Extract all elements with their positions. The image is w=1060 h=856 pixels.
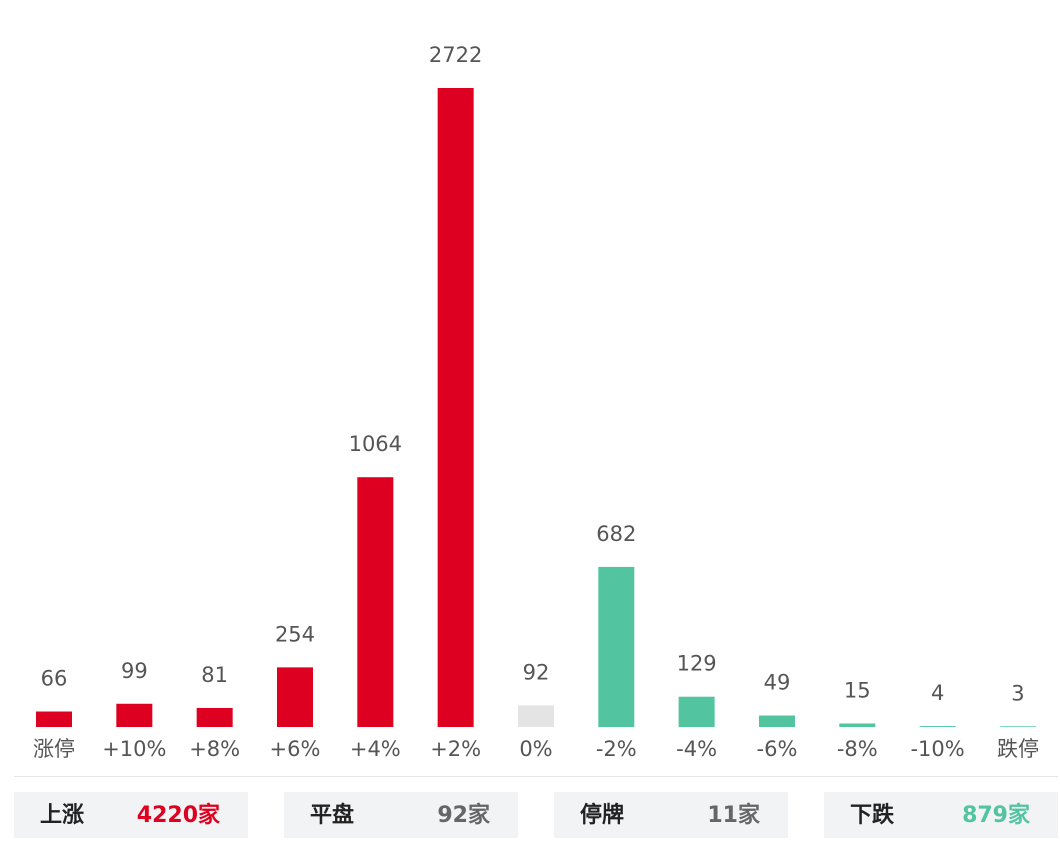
- data-label: 3: [1011, 681, 1024, 705]
- data-label: 4: [931, 681, 944, 705]
- data-label: 1064: [349, 432, 402, 456]
- bar: [839, 723, 876, 727]
- data-label: 254: [275, 622, 315, 646]
- data-label: 66: [41, 667, 68, 691]
- bar: [276, 667, 313, 727]
- data-label: 99: [121, 659, 148, 683]
- data-label: 15: [844, 678, 871, 702]
- data-label: 49: [764, 670, 791, 694]
- x-tick-label: 涨停: [33, 737, 75, 761]
- data-label: 2722: [429, 43, 482, 67]
- summary-value: 4220家: [137, 802, 221, 828]
- x-tick-label: -10%: [910, 737, 964, 761]
- summary-label: 下跌: [850, 803, 895, 828]
- summary-value: 879家: [962, 802, 1031, 828]
- bar: [758, 715, 795, 727]
- bar: [357, 477, 394, 727]
- bar: [598, 566, 635, 727]
- summary-label: 上涨: [40, 803, 84, 828]
- x-tick-label: -8%: [837, 737, 878, 761]
- data-label: 81: [201, 663, 228, 687]
- x-tick-label: -2%: [596, 737, 637, 761]
- summary-label: 停牌: [580, 802, 624, 828]
- x-tick-label: +10%: [102, 737, 166, 761]
- summary-value: 11家: [707, 802, 761, 828]
- summary-box: [14, 792, 248, 838]
- data-label: 92: [523, 660, 550, 684]
- bar: [678, 696, 715, 727]
- x-tick-label: +6%: [270, 737, 321, 761]
- bar: [36, 711, 72, 727]
- summary-box: [554, 792, 788, 838]
- x-tick-label: +4%: [350, 737, 401, 761]
- bar: [116, 703, 153, 727]
- bar: [999, 726, 1036, 727]
- x-tick-label: +2%: [430, 737, 481, 761]
- x-tick-label: -4%: [676, 737, 717, 761]
- summary-value: 92家: [437, 802, 491, 828]
- summary-box: [824, 792, 1058, 838]
- x-tick-label: 跌停: [997, 737, 1039, 761]
- x-tick-label: +8%: [189, 737, 240, 761]
- bar: [437, 88, 474, 727]
- x-tick-label: 0%: [519, 737, 552, 761]
- bar: [517, 705, 554, 727]
- summary-label: 平盘: [310, 802, 354, 828]
- data-label: 129: [677, 652, 717, 676]
- data-label: 682: [596, 522, 636, 546]
- x-tick-label: -6%: [757, 737, 798, 761]
- bar: [196, 707, 233, 727]
- summary-box: [284, 792, 518, 838]
- bar: [919, 726, 956, 727]
